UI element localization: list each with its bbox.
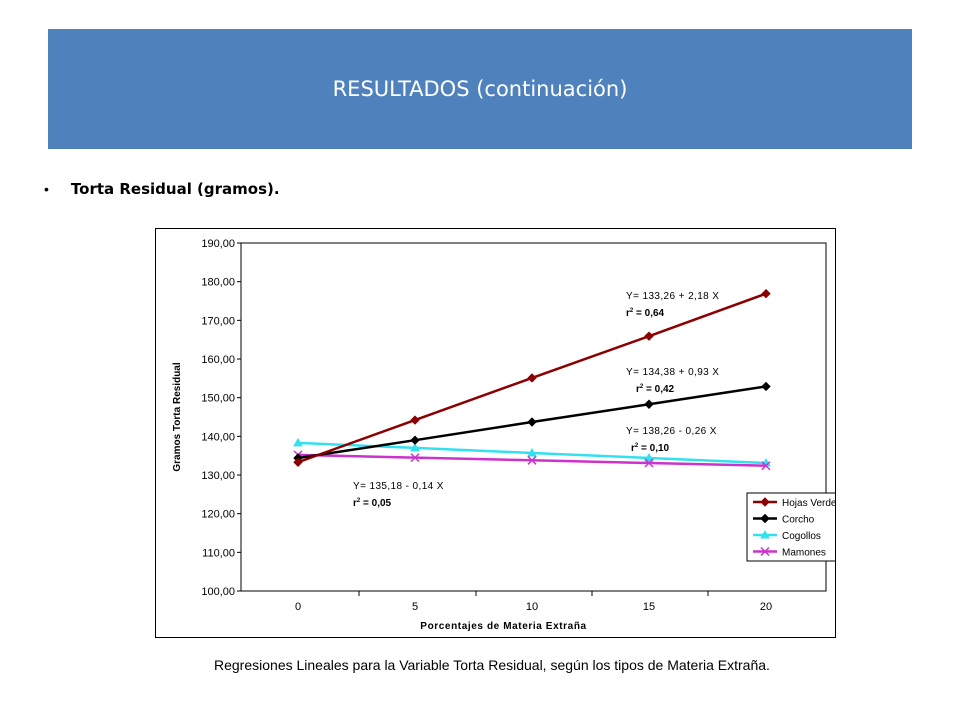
- legend-label: Cogollos: [782, 531, 821, 542]
- bullet-marker: •: [44, 181, 49, 197]
- chart-caption: Regresiones Lineales para la Variable To…: [214, 657, 770, 673]
- legend-marker: [760, 529, 770, 539]
- y-tick-label: 190,00: [201, 238, 235, 250]
- data-point-hojas-verdes: [644, 331, 654, 341]
- regression-chart: 100,00 110,00 120,00 130,00 140,00 150,00 160,…: [172, 238, 881, 632]
- data-point-mamones: [761, 461, 771, 471]
- data-point-cogollos: [293, 437, 303, 447]
- r-squared-label: r2 = 0,05: [353, 498, 392, 509]
- y-tick-label: 180,00: [201, 277, 235, 289]
- chart-frame: 100,00 110,00 120,00 130,00 140,00 150,00 160,…: [155, 228, 881, 638]
- x-tick-label: 5: [412, 601, 418, 613]
- x-tick-label: 15: [643, 601, 655, 613]
- legend-marker: [760, 513, 770, 524]
- data-point-hojas-verdes: [761, 288, 771, 299]
- data-point-mamones: [410, 453, 420, 463]
- equation-label: Y= 133,26 + 2,18 X: [626, 291, 719, 302]
- y-tick-label: 170,00: [201, 315, 235, 327]
- x-tick-label: 10: [526, 601, 538, 613]
- data-point-mamones: [644, 458, 654, 468]
- y-tick-label: 140,00: [201, 431, 235, 443]
- plot-area: [240, 242, 827, 592]
- legend-marker: [760, 546, 770, 557]
- r-squared-label: r2 = 0,42: [636, 384, 675, 395]
- data-point-hojas-verdes: [410, 415, 420, 425]
- legend-label: Mamones: [782, 548, 826, 559]
- y-tick-label: 110,00: [202, 547, 235, 559]
- data-point-corcho: [410, 435, 420, 445]
- y-tick-label: 100,00: [201, 586, 235, 598]
- bullet-text: Torta Residual (gramos).: [70, 180, 280, 198]
- data-point-corcho: [761, 381, 771, 392]
- data-point-mamones: [527, 455, 537, 465]
- data-point-hojas-verdes: [293, 457, 303, 467]
- title-banner: RESULTADOS (continuación): [48, 29, 912, 149]
- data-point-hojas-verdes: [527, 373, 537, 383]
- equation-label: Y= 135,18 - 0,14 X: [353, 481, 444, 492]
- legend-marker: [760, 497, 770, 507]
- x-tick-label: 0: [295, 601, 301, 613]
- r-squared-label: r2 = 0,10: [631, 443, 670, 454]
- data-point-cogollos: [527, 447, 537, 457]
- equation-label: Y= 134,38 + 0,93 X: [626, 367, 719, 378]
- y-tick-label: 160,00: [201, 354, 235, 366]
- data-point-corcho: [527, 417, 537, 427]
- x-tick-label: 20: [760, 601, 772, 613]
- y-tick-label: 120,00: [201, 509, 235, 521]
- y-tick-label: 130,00: [201, 470, 235, 482]
- data-point-corcho: [644, 399, 654, 409]
- legend-label: Corcho: [782, 515, 815, 526]
- x-axis-title: Porcentajes de Materia Extraña: [420, 621, 586, 632]
- data-point-cogollos: [410, 442, 420, 452]
- r-squared-label: r2 = 0,64: [626, 308, 665, 319]
- legend-label: Hojas Verdes: [782, 498, 835, 509]
- y-axis-title: Gramos Torta Residual: [172, 362, 183, 472]
- equation-label: Y= 138,26 - 0,26 X: [626, 426, 717, 437]
- page-title: RESULTADOS (continuación): [332, 77, 628, 101]
- y-tick-label: 150,00: [201, 393, 235, 405]
- data-point-cogollos: [644, 452, 654, 462]
- bullet-item: • Torta Residual (gramos).: [44, 180, 280, 198]
